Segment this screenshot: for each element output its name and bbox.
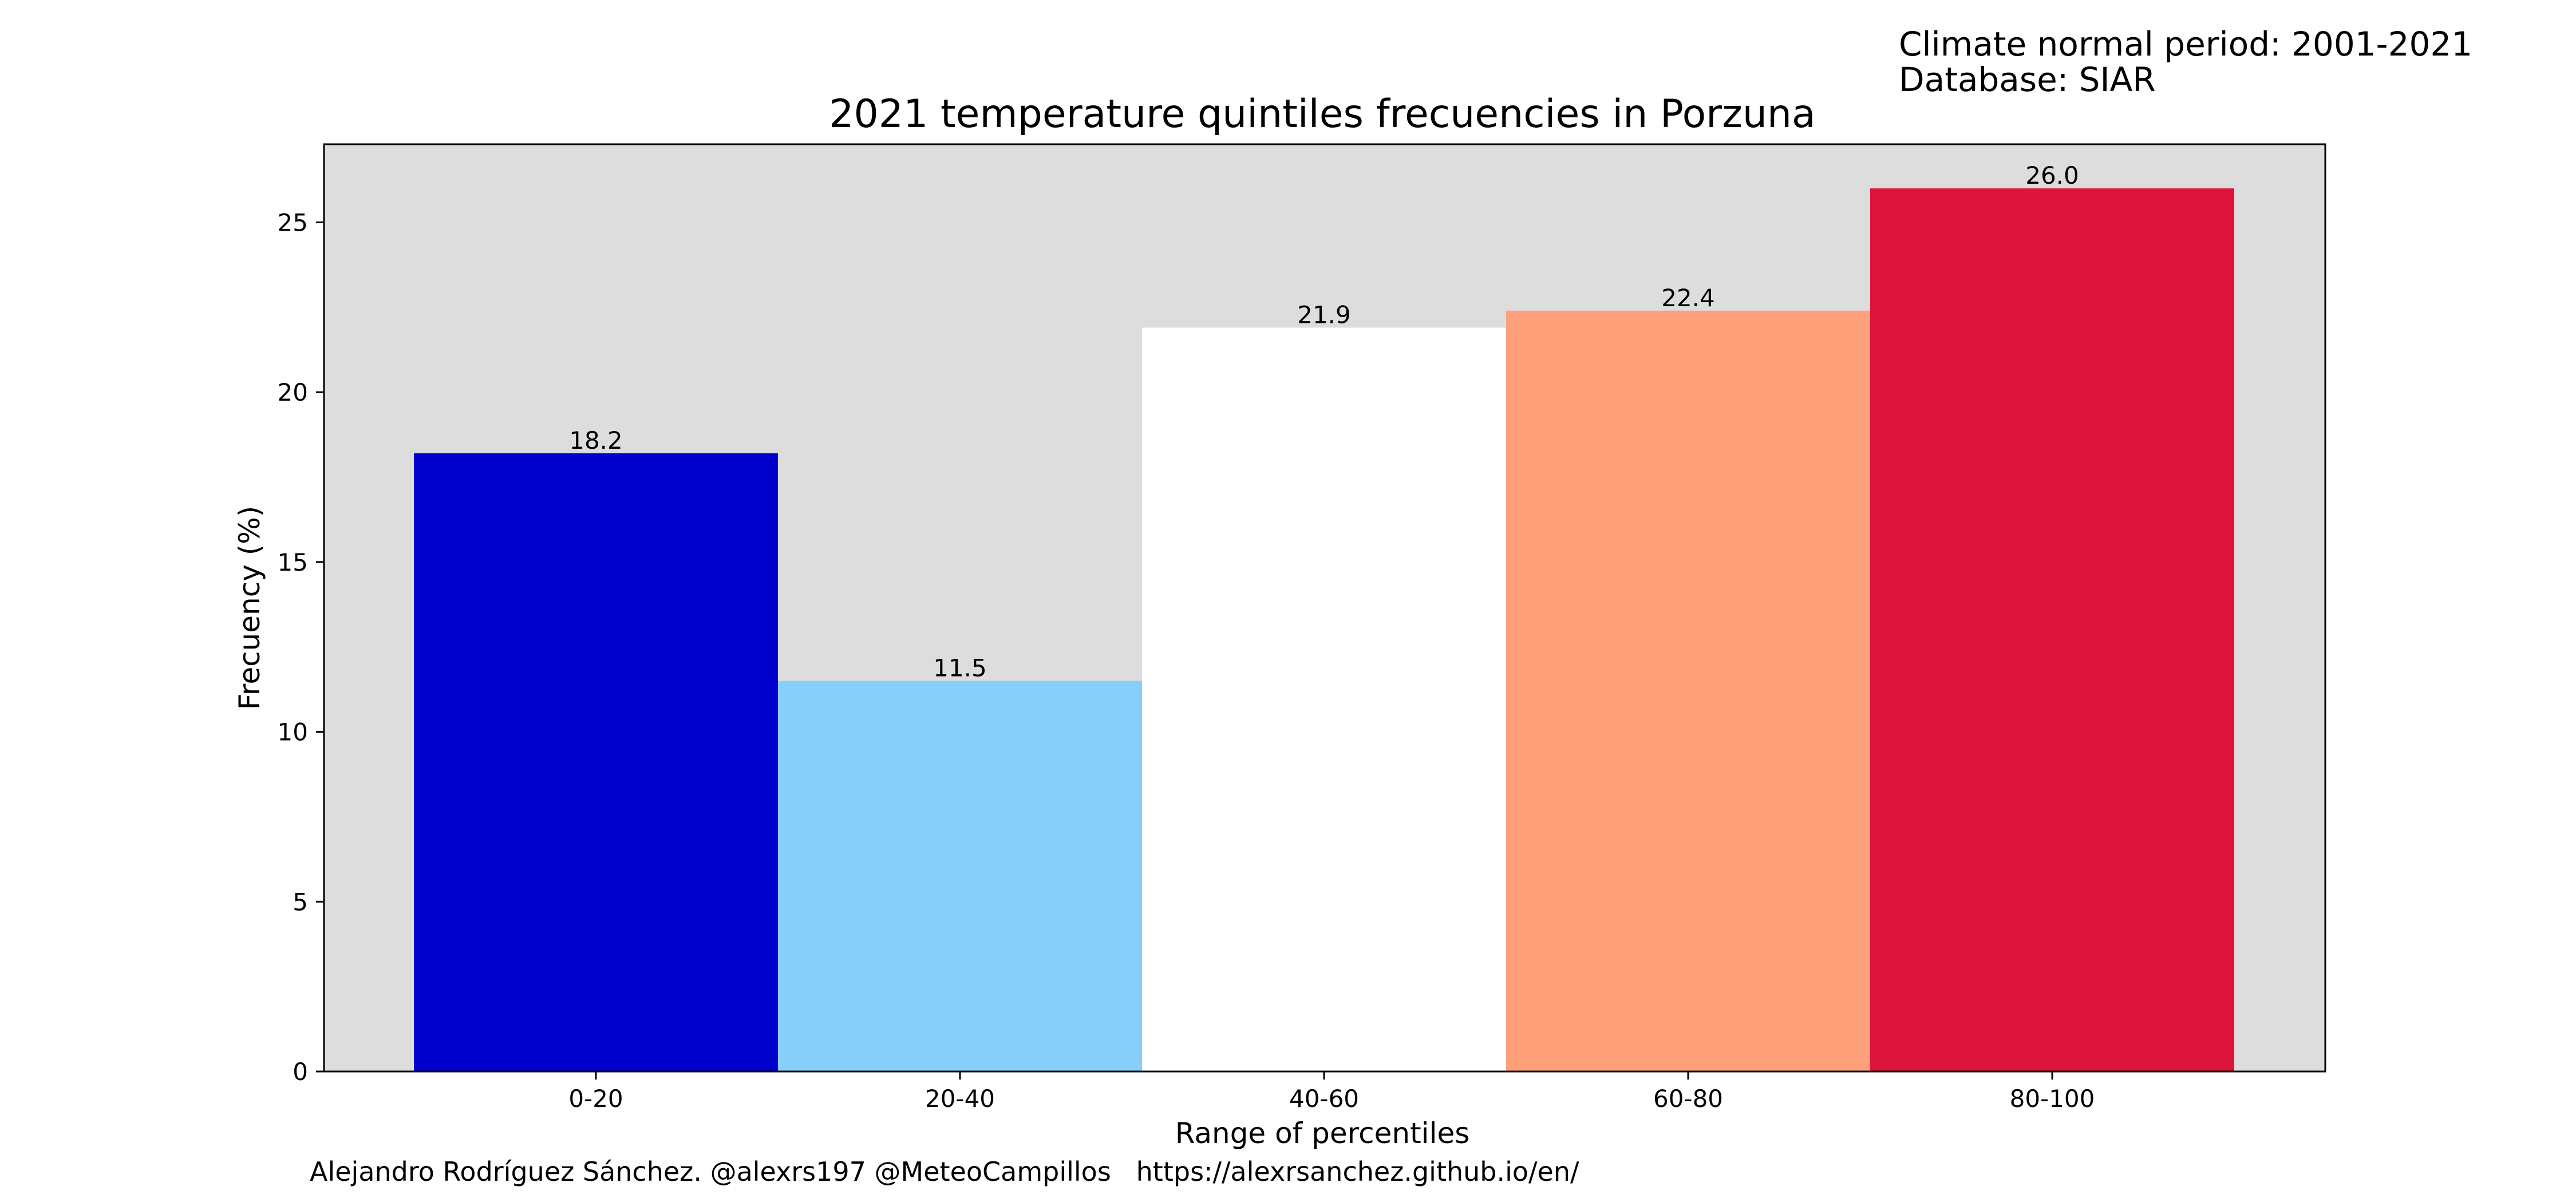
value-label-0-20: 18.2 xyxy=(569,426,623,454)
value-labels-layer: 18.2 11.5 21.9 22.4 26.0 xyxy=(569,161,2079,682)
x-tick-label-60-80: 60-80 xyxy=(1653,1085,1723,1113)
x-tick-label-80-100: 80-100 xyxy=(2010,1085,2095,1113)
author-credit: Alejandro Rodríguez Sánchez. @alexrs197 … xyxy=(310,1156,1579,1187)
bar-20-40 xyxy=(778,681,1142,1071)
value-label-20-40: 11.5 xyxy=(933,654,987,682)
y-tick-label-20: 20 xyxy=(278,378,308,406)
bar-40-60 xyxy=(1142,327,1506,1071)
y-tick-label-5: 5 xyxy=(293,888,308,916)
y-axis: 0 5 10 15 20 25 xyxy=(278,208,324,1086)
chart-title: 2021 temperature quintiles frecuencies i… xyxy=(829,92,1815,137)
y-tick-label-10: 10 xyxy=(278,718,308,746)
bar-60-80 xyxy=(1506,310,1870,1071)
y-axis-label: Frecuency (%) xyxy=(233,506,266,710)
x-axis: 0-20 20-40 40-60 60-80 80-100 xyxy=(568,1071,2095,1113)
y-tick-label-15: 15 xyxy=(278,548,308,576)
x-tick-label-20-40: 20-40 xyxy=(925,1085,995,1113)
climate-period-note: Climate normal period: 2001-2021 xyxy=(1899,25,2473,64)
y-tick-label-25: 25 xyxy=(278,208,308,236)
value-label-60-80: 22.4 xyxy=(1661,284,1715,312)
x-axis-label: Range of percentiles xyxy=(1175,1117,1470,1150)
database-note: Database: SIAR xyxy=(1899,60,2156,99)
x-tick-label-40-60: 40-60 xyxy=(1289,1085,1359,1113)
y-tick-label-0: 0 xyxy=(293,1058,308,1086)
value-label-80-100: 26.0 xyxy=(2025,161,2079,189)
x-tick-label-0-20: 0-20 xyxy=(568,1085,623,1113)
bar-0-20 xyxy=(414,453,778,1071)
bars-layer xyxy=(414,188,2234,1072)
bar-80-100 xyxy=(1870,188,2234,1072)
value-label-40-60: 21.9 xyxy=(1297,300,1351,329)
